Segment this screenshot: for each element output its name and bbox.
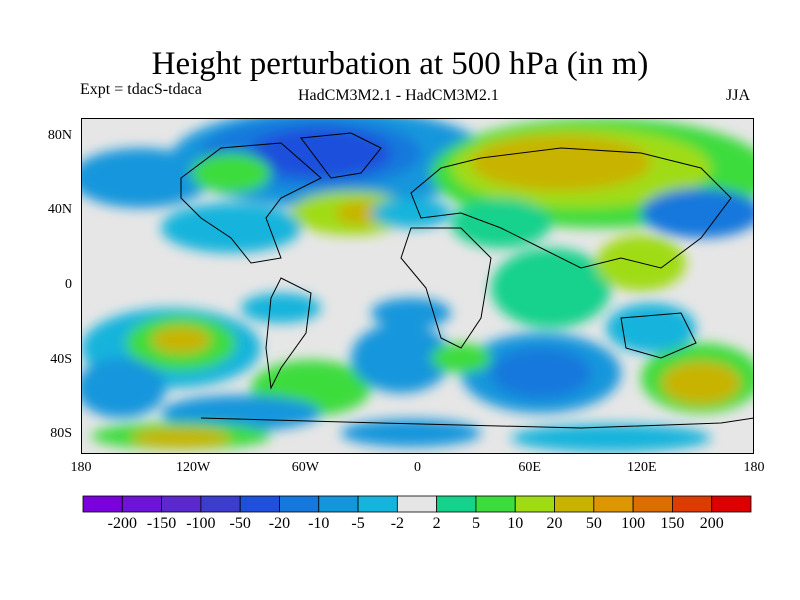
colorbar-level-label: -5 (351, 515, 364, 532)
colorbar-level-label: -10 (308, 515, 329, 532)
colorbar-swatch (200, 495, 241, 513)
contour-field (81, 118, 754, 454)
colorbar-swatch (279, 495, 320, 513)
season-label: JJA (726, 87, 751, 104)
colorbar-level-label: 150 (660, 515, 684, 532)
colorbar-level-label: 100 (621, 515, 645, 532)
colorbar-swatch (632, 495, 673, 513)
model-label: HadCM3M2.1 - HadCM3M2.1 (298, 87, 499, 104)
colorbar-level-label: 20 (547, 515, 563, 532)
coastlines (180, 132, 754, 429)
colorbar-swatch (436, 495, 477, 513)
longitude-tick-label: 120E (627, 460, 657, 475)
longitude-tick-label: 180 (743, 460, 765, 475)
latitude-tick-label: 40S (50, 351, 72, 367)
longitude-tick-label: 120W (176, 460, 211, 475)
colorbar-level-label: 5 (472, 515, 480, 532)
colorbar-swatch (357, 495, 398, 513)
colorbar-level-label: 10 (507, 515, 523, 532)
colorbar-swatch (121, 495, 162, 513)
colorbar-level-label: -50 (230, 515, 251, 532)
colorbar-swatch (514, 495, 555, 513)
latitude-tick-label: 40N (47, 202, 72, 218)
colorbar-level-label: 2 (433, 515, 441, 532)
latitude-tick-label: 0 (65, 277, 72, 292)
colorbar-swatch (82, 495, 123, 513)
longitude-tick-label: 60W (291, 460, 319, 475)
colorbar-swatch (554, 495, 595, 513)
colorbar-swatch (672, 495, 713, 513)
colorbar-level-label: -20 (269, 515, 290, 532)
colorbar-level-label: -150 (147, 515, 176, 532)
colorbar-swatch (318, 495, 359, 513)
latitude-tick-label: 80N (47, 127, 72, 143)
colorbar-level-label: -2 (391, 515, 404, 532)
colorbar-swatch (711, 495, 752, 513)
colorbar-swatch (161, 495, 202, 513)
longitude-tick-label: 60E (518, 460, 541, 475)
colorbar-swatch (475, 495, 516, 513)
colorbar-level-label: -200 (108, 515, 137, 532)
map-panel (81, 118, 754, 454)
map-title: Height perturbation at 500 hPa (in m) (151, 46, 649, 82)
colorbar-swatch (593, 495, 634, 513)
latitude-tick-label: 80S (50, 426, 72, 442)
colorbar-level-label: -100 (186, 515, 215, 532)
longitude-tick-label: 0 (414, 460, 421, 475)
experiment-label: Expt = tdacS-tdaca (80, 81, 202, 98)
longitude-tick-label: 180 (70, 460, 92, 475)
colorbar-level-label: 200 (700, 515, 724, 532)
colorbar-swatch (239, 495, 280, 513)
colorbar-level-label: 50 (586, 515, 602, 532)
colorbar-swatch (396, 495, 438, 513)
